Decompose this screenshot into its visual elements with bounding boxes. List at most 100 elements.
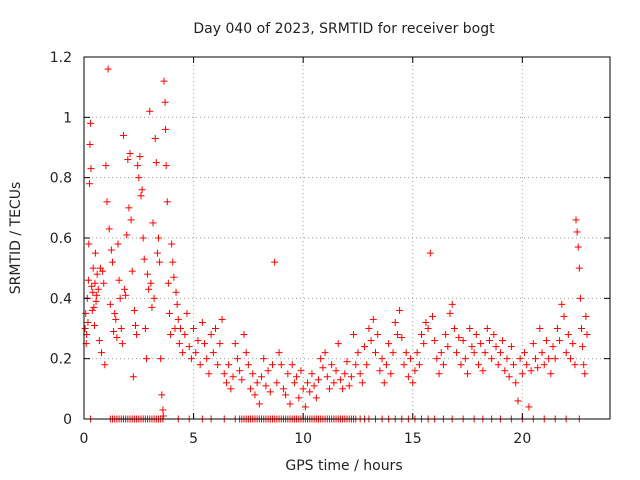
data-point <box>398 334 406 342</box>
y-tick-label: 1 <box>63 110 72 126</box>
data-point <box>413 349 421 357</box>
data-point <box>558 300 566 308</box>
data-point <box>137 192 145 200</box>
y-tick-label: 0.2 <box>50 352 72 368</box>
data-point <box>330 379 338 387</box>
data-point <box>128 267 136 275</box>
data-point <box>510 361 518 369</box>
data-point <box>446 309 454 317</box>
data-point <box>141 325 149 332</box>
data-point <box>583 331 591 339</box>
data-point <box>310 382 318 390</box>
data-point <box>321 349 329 357</box>
data-point <box>461 355 469 363</box>
data-point <box>581 370 589 378</box>
y-tick-label: 1.2 <box>50 50 72 66</box>
data-point <box>110 328 118 336</box>
data-point <box>136 153 144 161</box>
data-point <box>334 340 342 348</box>
data-point <box>157 355 165 363</box>
data-point <box>169 258 177 266</box>
data-point <box>227 385 235 393</box>
data-point <box>82 309 90 317</box>
data-point <box>133 331 141 339</box>
data-point <box>319 364 327 372</box>
data-point <box>306 388 314 396</box>
data-point <box>422 318 430 326</box>
data-point <box>496 349 504 357</box>
data-point <box>325 385 333 393</box>
data-point <box>529 340 537 348</box>
data-point <box>89 288 97 296</box>
data-point <box>374 331 382 339</box>
data-point <box>540 361 548 369</box>
data-point <box>242 349 250 357</box>
data-point <box>111 309 119 317</box>
data-point <box>470 349 478 357</box>
data-point <box>361 343 369 351</box>
data-point <box>579 343 587 351</box>
data-point <box>411 367 419 375</box>
data-point <box>475 361 482 369</box>
data-point <box>376 367 384 375</box>
data-point <box>89 264 97 272</box>
data-point <box>308 370 316 378</box>
data-point <box>505 373 513 381</box>
data-point <box>94 285 102 293</box>
data-point <box>551 355 559 363</box>
data-point <box>119 131 127 139</box>
data-point <box>312 394 320 402</box>
data-point <box>420 340 428 348</box>
data-point <box>249 370 257 378</box>
data-point <box>126 150 134 158</box>
data-point <box>578 325 586 332</box>
data-point <box>569 340 577 348</box>
data-point <box>112 315 120 323</box>
data-point <box>87 119 95 127</box>
data-point <box>145 285 153 293</box>
data-point <box>389 349 397 357</box>
data-point <box>580 361 588 369</box>
data-point <box>350 331 358 339</box>
y-tick-label: 0 <box>63 412 72 428</box>
data-point <box>117 325 125 332</box>
data-point <box>144 270 152 278</box>
data-point <box>105 225 113 233</box>
data-point <box>343 358 351 366</box>
data-point <box>418 331 426 339</box>
data-point <box>295 394 303 402</box>
data-point <box>123 231 131 239</box>
data-point <box>201 340 209 348</box>
data-point <box>567 355 575 363</box>
data-point <box>190 325 198 332</box>
data-point <box>575 264 583 272</box>
data-point <box>132 321 140 329</box>
data-point <box>499 337 507 345</box>
data-point <box>260 355 268 363</box>
data-point <box>229 373 237 381</box>
data-point <box>225 361 233 369</box>
data-point <box>387 370 395 378</box>
data-point <box>161 98 169 106</box>
data-point <box>113 334 121 342</box>
data-point <box>328 361 336 369</box>
data-point <box>264 367 272 375</box>
x-tick-label: 10 <box>294 431 312 447</box>
data-point <box>187 355 195 363</box>
data-point <box>164 279 172 287</box>
data-point <box>464 370 472 378</box>
data-point <box>437 349 445 357</box>
data-point <box>485 337 493 345</box>
data-point <box>466 325 474 332</box>
data-point <box>380 379 388 387</box>
data-point <box>168 240 176 248</box>
data-point <box>173 300 181 308</box>
data-point <box>203 355 211 363</box>
data-point <box>104 65 112 73</box>
data-point <box>562 349 570 357</box>
y-tick-label: 0.8 <box>50 171 72 187</box>
data-point <box>573 228 581 236</box>
data-point <box>258 373 266 381</box>
data-point <box>356 370 364 378</box>
data-point <box>266 388 274 396</box>
